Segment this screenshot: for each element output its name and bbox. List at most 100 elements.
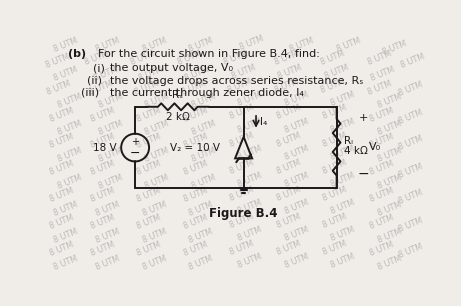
Text: 8 UTM: 8 UTM bbox=[236, 90, 263, 108]
Text: 8 UTM: 8 UTM bbox=[182, 132, 209, 150]
Text: 2 kΩ: 2 kΩ bbox=[166, 112, 189, 122]
Text: (iii): (iii) bbox=[81, 88, 99, 98]
Text: 8 UTM: 8 UTM bbox=[397, 108, 424, 126]
Text: 8 UTM: 8 UTM bbox=[137, 65, 164, 83]
Text: 8 UTM: 8 UTM bbox=[95, 200, 121, 218]
Text: 8 UTM: 8 UTM bbox=[330, 117, 356, 135]
Text: I₄: I₄ bbox=[260, 117, 267, 127]
Text: 8 UTM: 8 UTM bbox=[236, 117, 263, 135]
Text: 8 UTM: 8 UTM bbox=[397, 162, 424, 180]
Text: 8 UTM: 8 UTM bbox=[236, 171, 263, 189]
Text: 8 UTM: 8 UTM bbox=[56, 119, 83, 136]
Text: 8 UTM: 8 UTM bbox=[229, 131, 255, 149]
Text: 8 UTM: 8 UTM bbox=[143, 147, 170, 164]
Text: 8 UTM: 8 UTM bbox=[275, 103, 302, 121]
Text: 8 UTM: 8 UTM bbox=[236, 198, 263, 216]
Text: 8 UTM: 8 UTM bbox=[48, 159, 75, 177]
Text: 8 UTM: 8 UTM bbox=[322, 239, 349, 256]
Text: 8 UTM: 8 UTM bbox=[397, 134, 424, 152]
Text: +: + bbox=[359, 113, 368, 123]
Text: 8 UTM: 8 UTM bbox=[141, 227, 168, 245]
Text: 8 UTM: 8 UTM bbox=[44, 52, 71, 69]
Text: 8 UTM: 8 UTM bbox=[52, 36, 79, 54]
Text: 8 UTM: 8 UTM bbox=[319, 77, 346, 95]
Text: −: − bbox=[130, 147, 141, 160]
Text: 8 UTM: 8 UTM bbox=[236, 252, 263, 270]
Text: 8 UTM: 8 UTM bbox=[229, 158, 255, 176]
Text: 8 UTM: 8 UTM bbox=[89, 159, 116, 177]
Text: 8 UTM: 8 UTM bbox=[188, 227, 214, 245]
Text: 8 UTM: 8 UTM bbox=[52, 254, 79, 272]
Text: 8 UTM: 8 UTM bbox=[97, 92, 124, 110]
Text: 8 UTM: 8 UTM bbox=[273, 49, 300, 67]
Text: 8 UTM: 8 UTM bbox=[381, 39, 408, 56]
Text: 8 UTM: 8 UTM bbox=[397, 80, 424, 98]
Text: 8 UTM: 8 UTM bbox=[143, 119, 170, 136]
Text: 8 UTM: 8 UTM bbox=[330, 171, 356, 189]
Text: 8 UTM: 8 UTM bbox=[330, 225, 356, 243]
Text: 8 UTM: 8 UTM bbox=[368, 240, 395, 258]
Text: 4 kΩ: 4 kΩ bbox=[344, 146, 368, 156]
Text: 18 V: 18 V bbox=[93, 143, 117, 153]
Text: 8 UTM: 8 UTM bbox=[56, 147, 83, 164]
Text: 8 UTM: 8 UTM bbox=[141, 36, 168, 54]
Text: 8 UTM: 8 UTM bbox=[182, 186, 209, 204]
Text: For the circuit shown in Figure B.4, find:: For the circuit shown in Figure B.4, fin… bbox=[98, 50, 320, 59]
Text: 8 UTM: 8 UTM bbox=[319, 49, 346, 67]
Text: −: − bbox=[358, 167, 370, 181]
Text: 8 UTM: 8 UTM bbox=[368, 132, 395, 150]
Text: 8 UTM: 8 UTM bbox=[376, 227, 402, 245]
Text: 8 UTM: 8 UTM bbox=[97, 119, 124, 136]
Text: 8 UTM: 8 UTM bbox=[322, 212, 349, 230]
Text: Rₗ: Rₗ bbox=[344, 136, 353, 146]
Text: 8 UTM: 8 UTM bbox=[89, 240, 116, 258]
Text: 8 UTM: 8 UTM bbox=[397, 188, 424, 206]
Text: +: + bbox=[131, 137, 139, 147]
Text: 8 UTM: 8 UTM bbox=[283, 198, 310, 216]
Text: 8 UTM: 8 UTM bbox=[273, 77, 300, 95]
Text: 8 UTM: 8 UTM bbox=[275, 185, 302, 203]
Text: 8 UTM: 8 UTM bbox=[136, 132, 162, 150]
Text: 8 UTM: 8 UTM bbox=[330, 198, 356, 216]
Text: 8 UTM: 8 UTM bbox=[188, 36, 214, 54]
Text: 8 UTM: 8 UTM bbox=[397, 216, 424, 233]
Text: 8 UTM: 8 UTM bbox=[48, 213, 75, 231]
Text: 8 UTM: 8 UTM bbox=[368, 106, 395, 123]
Text: 8 UTM: 8 UTM bbox=[136, 186, 162, 204]
Text: 8 UTM: 8 UTM bbox=[56, 173, 83, 190]
Text: 8 UTM: 8 UTM bbox=[370, 65, 396, 83]
Text: (ii): (ii) bbox=[87, 76, 102, 86]
Text: 8 UTM: 8 UTM bbox=[283, 225, 310, 243]
Text: 8 UTM: 8 UTM bbox=[190, 173, 217, 190]
Text: 8 UTM: 8 UTM bbox=[141, 200, 168, 218]
Text: 8 UTM: 8 UTM bbox=[283, 90, 310, 108]
Text: 8 UTM: 8 UTM bbox=[283, 171, 310, 189]
Text: 8 UTM: 8 UTM bbox=[182, 213, 209, 231]
Text: 8 UTM: 8 UTM bbox=[322, 185, 349, 203]
Text: 8 UTM: 8 UTM bbox=[368, 213, 395, 231]
Text: 8 UTM: 8 UTM bbox=[368, 186, 395, 204]
Text: 8 UTM: 8 UTM bbox=[335, 36, 361, 54]
Text: 8 UTM: 8 UTM bbox=[95, 36, 121, 54]
Text: 8 UTM: 8 UTM bbox=[229, 103, 255, 121]
Text: the current through zener diode, I₄: the current through zener diode, I₄ bbox=[110, 88, 304, 98]
Text: 8 UTM: 8 UTM bbox=[48, 106, 75, 123]
Text: 8 UTM: 8 UTM bbox=[323, 63, 350, 81]
Text: 8 UTM: 8 UTM bbox=[46, 79, 72, 96]
Text: 8 UTM: 8 UTM bbox=[289, 36, 315, 54]
Text: 8 UTM: 8 UTM bbox=[277, 63, 303, 81]
Text: Figure B.4: Figure B.4 bbox=[209, 207, 278, 220]
Text: 8 UTM: 8 UTM bbox=[97, 147, 124, 164]
Text: 8 UTM: 8 UTM bbox=[141, 254, 168, 272]
Text: 8 UTM: 8 UTM bbox=[92, 65, 119, 83]
Text: 8 UTM: 8 UTM bbox=[48, 132, 75, 150]
Text: 8 UTM: 8 UTM bbox=[376, 119, 402, 136]
Text: 8 UTM: 8 UTM bbox=[136, 106, 162, 123]
Text: 8 UTM: 8 UTM bbox=[236, 144, 263, 162]
Text: 8 UTM: 8 UTM bbox=[322, 103, 349, 121]
Text: 8 UTM: 8 UTM bbox=[180, 79, 207, 96]
Text: 8 UTM: 8 UTM bbox=[376, 147, 402, 164]
Text: 8 UTM: 8 UTM bbox=[376, 200, 402, 218]
Text: 8 UTM: 8 UTM bbox=[322, 158, 349, 176]
Text: (b): (b) bbox=[69, 50, 87, 59]
